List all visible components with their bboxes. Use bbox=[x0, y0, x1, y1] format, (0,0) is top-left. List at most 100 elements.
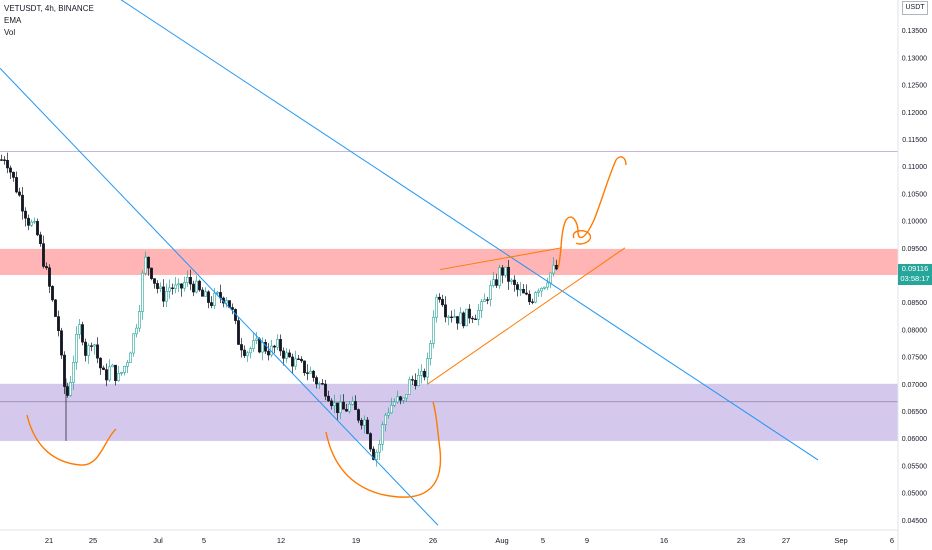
time-tick-label: 19 bbox=[352, 536, 360, 545]
candle-body bbox=[168, 287, 171, 292]
candle-body bbox=[513, 279, 516, 285]
candle-body bbox=[282, 350, 285, 359]
candle-body bbox=[381, 424, 384, 445]
candle-body bbox=[429, 343, 432, 359]
candle-body bbox=[297, 358, 300, 360]
candle-body bbox=[330, 400, 333, 407]
trendline bbox=[0, 67, 439, 526]
trendlines bbox=[0, 0, 819, 526]
candle-body bbox=[390, 404, 393, 414]
candle-body bbox=[504, 266, 507, 276]
candle-body bbox=[0, 159, 3, 161]
candle-body bbox=[540, 288, 543, 292]
last-price-badge: 0.09116 03:58:17 bbox=[898, 264, 932, 285]
candle-body bbox=[279, 339, 282, 352]
candle-body bbox=[462, 312, 465, 327]
candle-body bbox=[387, 412, 390, 416]
candle-body bbox=[531, 301, 534, 303]
candle-body bbox=[207, 291, 210, 303]
candle-body bbox=[237, 320, 240, 345]
candle-body bbox=[21, 194, 24, 212]
candle-body bbox=[39, 234, 42, 244]
legend-vol[interactable]: Vol bbox=[4, 28, 16, 37]
candle-body bbox=[300, 358, 303, 362]
candle-body bbox=[183, 282, 186, 289]
candle-body bbox=[66, 386, 69, 396]
candle-body bbox=[468, 308, 471, 319]
candle-body bbox=[522, 289, 525, 294]
last-price-value: 0.09116 bbox=[901, 264, 929, 273]
candle-body bbox=[351, 401, 354, 405]
candle-body bbox=[501, 267, 504, 276]
price-tick-label: 0.05000 bbox=[902, 491, 927, 498]
candle-body bbox=[6, 160, 9, 169]
candle-body bbox=[345, 408, 348, 412]
candle-body bbox=[342, 401, 345, 410]
candle-body bbox=[48, 267, 51, 287]
candle-body bbox=[177, 283, 180, 286]
time-tick-label: 23 bbox=[737, 536, 745, 545]
candle-body bbox=[60, 330, 63, 356]
candle-body bbox=[492, 279, 495, 286]
candle-body bbox=[519, 289, 522, 291]
candle-body bbox=[27, 217, 30, 226]
candle-body bbox=[486, 299, 489, 301]
candle-body bbox=[144, 256, 147, 274]
candle-body bbox=[126, 362, 129, 367]
candle-body bbox=[102, 367, 105, 370]
candle-body bbox=[24, 210, 27, 219]
candle-body bbox=[459, 312, 462, 324]
candle-body bbox=[141, 272, 144, 312]
candle-body bbox=[120, 372, 123, 374]
candle-body bbox=[3, 159, 6, 161]
candle-body bbox=[93, 344, 96, 347]
time-tick-label: 21 bbox=[45, 536, 53, 545]
candle-body bbox=[450, 316, 453, 319]
candle-body bbox=[546, 282, 549, 288]
time-tick-label: 5 bbox=[541, 536, 545, 545]
candle-body bbox=[216, 292, 219, 294]
candle-body bbox=[471, 317, 474, 320]
candle-body bbox=[294, 358, 297, 367]
candle-body bbox=[129, 352, 132, 363]
candle-body bbox=[444, 304, 447, 318]
time-tick-label: 5 bbox=[202, 536, 206, 545]
candle-body bbox=[258, 338, 261, 353]
candle-body bbox=[552, 264, 555, 274]
currency-badge[interactable]: USDT bbox=[902, 1, 928, 15]
candle-body bbox=[78, 324, 81, 335]
candle-body bbox=[549, 272, 552, 284]
candle-body bbox=[453, 316, 456, 318]
candle-body bbox=[369, 433, 372, 450]
candle-body bbox=[318, 383, 321, 385]
candle-body bbox=[378, 443, 381, 453]
candle-body bbox=[114, 364, 117, 381]
candle-body bbox=[45, 266, 48, 269]
candle-body bbox=[447, 316, 450, 319]
candle-body bbox=[408, 379, 411, 395]
freehand-drawings bbox=[26, 156, 627, 498]
candle-body bbox=[291, 356, 294, 367]
price-tick-label: 0.05500 bbox=[902, 463, 927, 470]
candle-body bbox=[420, 370, 423, 376]
candlestick-series bbox=[0, 152, 558, 467]
candle-body bbox=[426, 358, 429, 378]
chart-legend: VETUSDT, 4h, BINANCE EMA Vol bbox=[4, 3, 94, 39]
candle-body bbox=[201, 289, 204, 297]
legend-ema[interactable]: EMA bbox=[4, 16, 22, 25]
candle-body bbox=[72, 361, 75, 383]
candle-body bbox=[249, 348, 252, 354]
candle-body bbox=[240, 344, 243, 351]
candle-body bbox=[348, 403, 351, 412]
candle-body bbox=[192, 283, 195, 293]
candle-body bbox=[288, 352, 291, 358]
drawing-arc-left bbox=[26, 414, 117, 466]
candle-body bbox=[456, 316, 459, 324]
candle-body bbox=[402, 397, 405, 401]
candle-body bbox=[336, 402, 339, 413]
candle-body bbox=[480, 301, 483, 311]
time-tick-label: Sep bbox=[834, 536, 847, 545]
legend-symbol: VETUSDT, 4h, BINANCE bbox=[4, 4, 94, 13]
time-tick-label: 9 bbox=[585, 536, 589, 545]
